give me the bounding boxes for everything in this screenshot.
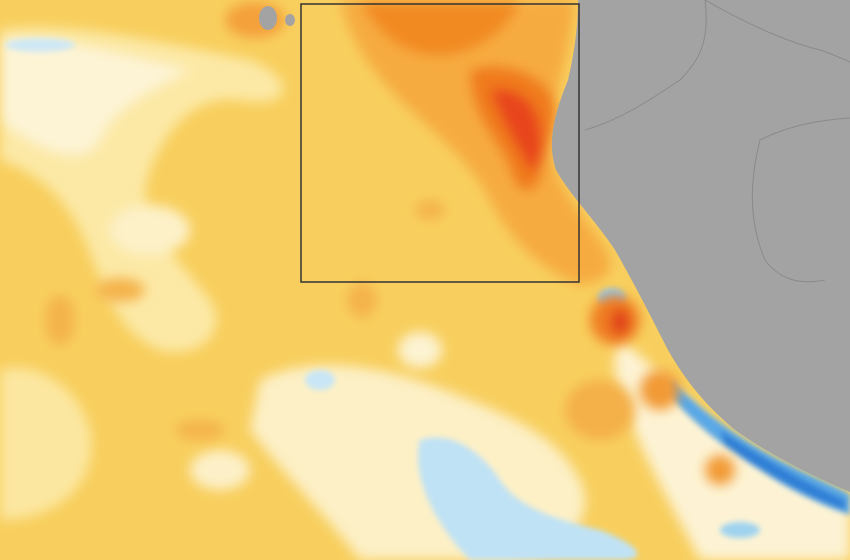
warm-anomaly-areas (45, 0, 735, 485)
region-box (300, 3, 580, 283)
country-borders (584, 0, 850, 283)
cool-anomaly-areas (5, 38, 850, 560)
land (551, 0, 850, 492)
island (285, 14, 295, 26)
island (259, 6, 277, 30)
